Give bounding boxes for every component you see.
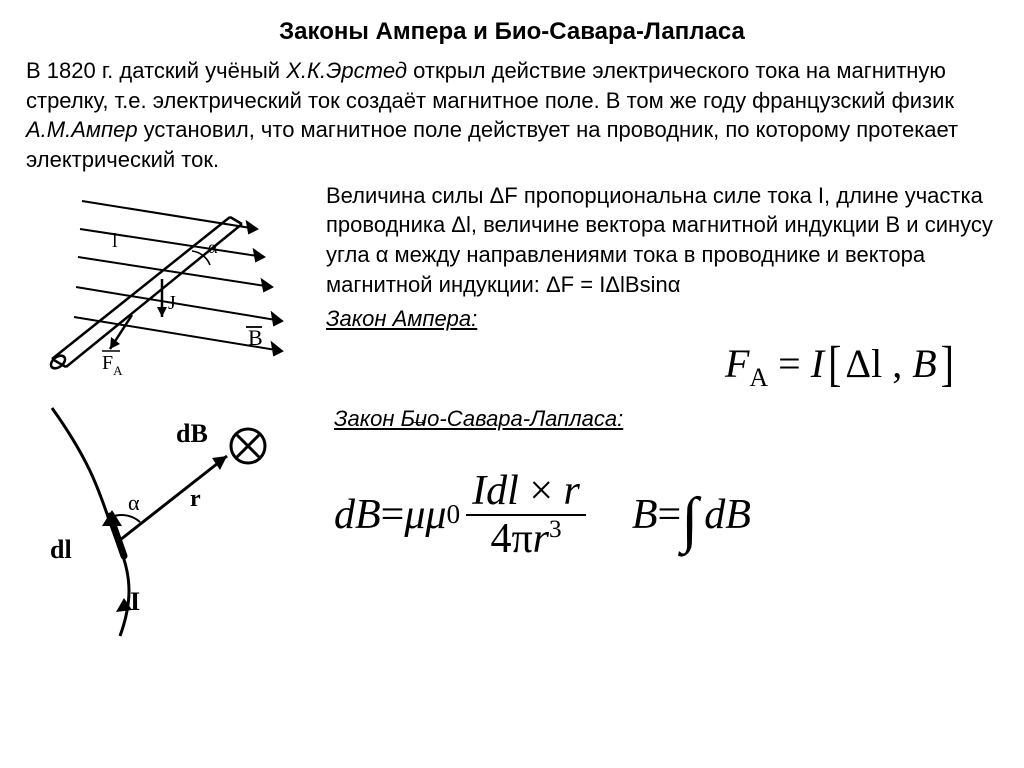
eq-ampere-B: B bbox=[912, 341, 936, 386]
equation-biot-savart: dB = μμ0 Idl × r 4πr3 bbox=[334, 468, 592, 562]
figure-biot-savart: dB α r dl I bbox=[26, 398, 312, 643]
fig2-alpha-label: α bbox=[128, 490, 140, 515]
eq-bsl-mu0: 0 bbox=[447, 499, 461, 530]
eq-bsl-mu: μμ bbox=[404, 491, 446, 539]
eq-int-B: B bbox=[632, 491, 658, 539]
fig1-j-label: J bbox=[168, 292, 176, 314]
eq-ampere-I: I bbox=[811, 341, 824, 386]
bsl-equations-row: dB = μμ0 Idl × r 4πr3 B = ∫ dB bbox=[324, 468, 998, 562]
eq-bsl-num-I: I bbox=[472, 468, 486, 514]
eq-bsl-den-exp: 3 bbox=[549, 516, 562, 543]
eq-ampere-eq: = bbox=[768, 341, 811, 386]
scientist-ampere: А.М.Ампер bbox=[26, 117, 138, 142]
fig2-r-label: r bbox=[190, 486, 201, 512]
page-title: Законы Ампера и Био-Савара-Лапласа bbox=[26, 18, 998, 46]
fig1-l-label: l bbox=[112, 230, 118, 252]
equations-area: FA = I[Δl , B] Закон Био-Савара-Лапласа:… bbox=[324, 398, 998, 643]
eq-ampere-dl: Δl bbox=[845, 341, 882, 386]
eq-bsl-num-r: r bbox=[564, 468, 580, 514]
eq-bsl-num-dl: dl bbox=[486, 468, 519, 514]
eq-bsl-eq: = bbox=[381, 491, 405, 539]
fig2-db-label: dB bbox=[176, 419, 208, 448]
slide: Законы Ампера и Био-Савара-Лапласа В 182… bbox=[0, 0, 1024, 653]
eq-ampere-F: F bbox=[725, 341, 749, 386]
eq-int-dB: dB bbox=[704, 491, 751, 539]
integral-icon: ∫ bbox=[681, 505, 698, 536]
intro-paragraph: В 1820 г. датский учёный Х.К.Эрстед откр… bbox=[26, 56, 998, 175]
fig1-b-label: B bbox=[248, 325, 263, 350]
fig1-alpha-label: α bbox=[208, 237, 218, 257]
ampere-law-label: Закон Ампера: bbox=[326, 304, 998, 334]
scientist-oersted: Х.К.Эрстед bbox=[286, 58, 407, 83]
eq-bsl-dB: dB bbox=[334, 491, 381, 539]
intro-prefix: В 1820 г. датский учёный bbox=[26, 58, 286, 83]
eq-bsl-cross: × bbox=[519, 468, 564, 514]
fig2-dl-label: dl bbox=[50, 535, 72, 564]
eq-int-eq: = bbox=[658, 491, 682, 539]
figure-ampere-force: l α J FA B bbox=[26, 181, 312, 394]
intro-mid2: установил, что магнитное поле действует … bbox=[26, 117, 958, 172]
force-para: Величина силы ΔF пропорциональна силе то… bbox=[326, 181, 998, 300]
eq-bsl-fraction: Idl × r 4πr3 bbox=[466, 468, 586, 562]
fig1-fa-label: FA bbox=[102, 352, 123, 378]
eq-ampere-comma: , bbox=[882, 341, 912, 386]
equation-ampere: FA = I[Δl , B] bbox=[725, 340, 958, 393]
row-figure2-and-equations: dB α r dl I FA = I[Δl , B] Закон Био-Сав… bbox=[26, 398, 998, 643]
vector-arrow-icon: → bbox=[408, 406, 1024, 432]
eq-bsl-den-4pi: 4π bbox=[490, 516, 532, 562]
eq-bsl-den-r: r bbox=[533, 516, 549, 562]
equation-integral: B = ∫ dB bbox=[632, 491, 751, 539]
eq-ampere-sub: A bbox=[749, 363, 768, 392]
fig2-i-label: I bbox=[130, 587, 140, 616]
